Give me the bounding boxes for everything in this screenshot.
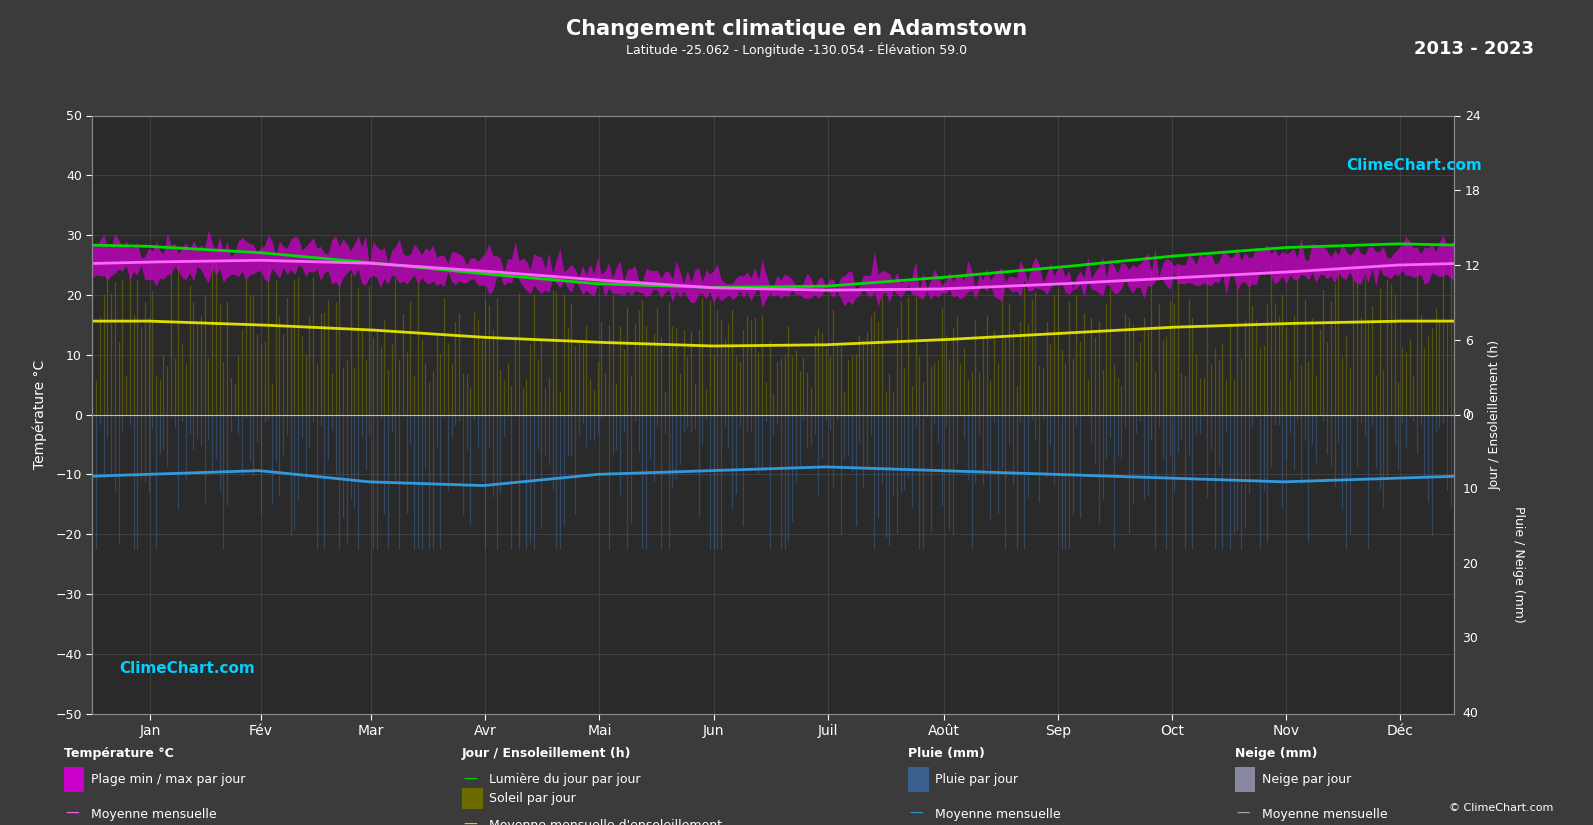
Text: Moyenne mensuelle: Moyenne mensuelle (91, 808, 217, 821)
Text: Pluie / Neige (mm): Pluie / Neige (mm) (1512, 506, 1525, 623)
Text: 0: 0 (1462, 408, 1470, 421)
Text: Moyenne mensuelle d'ensoleillement: Moyenne mensuelle d'ensoleillement (489, 818, 722, 825)
Text: 20: 20 (1462, 558, 1478, 571)
Text: —: — (65, 808, 80, 821)
Text: Moyenne mensuelle: Moyenne mensuelle (1262, 808, 1388, 821)
Text: 30: 30 (1462, 632, 1478, 645)
Y-axis label: Jour / Ensoleillement (h): Jour / Ensoleillement (h) (1489, 340, 1502, 489)
Text: —: — (910, 808, 924, 821)
Text: Plage min / max par jour: Plage min / max par jour (91, 773, 245, 786)
Text: Lumière du jour par jour: Lumière du jour par jour (489, 773, 640, 786)
Text: —: — (1236, 808, 1251, 821)
Text: Soleil par jour: Soleil par jour (489, 792, 575, 805)
Text: —: — (464, 773, 478, 786)
Text: Jour / Ensoleillement (h): Jour / Ensoleillement (h) (462, 747, 631, 760)
Text: Changement climatique en Adamstown: Changement climatique en Adamstown (566, 19, 1027, 39)
Text: Température °C: Température °C (64, 747, 174, 760)
Text: 40: 40 (1462, 707, 1478, 720)
Text: —: — (464, 818, 478, 825)
Text: Moyenne mensuelle: Moyenne mensuelle (935, 808, 1061, 821)
Text: Neige par jour: Neige par jour (1262, 773, 1351, 786)
Text: Neige (mm): Neige (mm) (1235, 747, 1317, 760)
Text: ClimeChart.com: ClimeChart.com (119, 661, 255, 676)
Y-axis label: Température °C: Température °C (32, 360, 48, 469)
Text: Pluie par jour: Pluie par jour (935, 773, 1018, 786)
Text: ClimeChart.com: ClimeChart.com (1346, 158, 1481, 172)
Text: © ClimeChart.com: © ClimeChart.com (1448, 803, 1553, 813)
Text: Latitude -25.062 - Longitude -130.054 - Élévation 59.0: Latitude -25.062 - Longitude -130.054 - … (626, 42, 967, 57)
Text: 2013 - 2023: 2013 - 2023 (1413, 40, 1534, 59)
Text: 10: 10 (1462, 483, 1478, 496)
Text: Pluie (mm): Pluie (mm) (908, 747, 984, 760)
